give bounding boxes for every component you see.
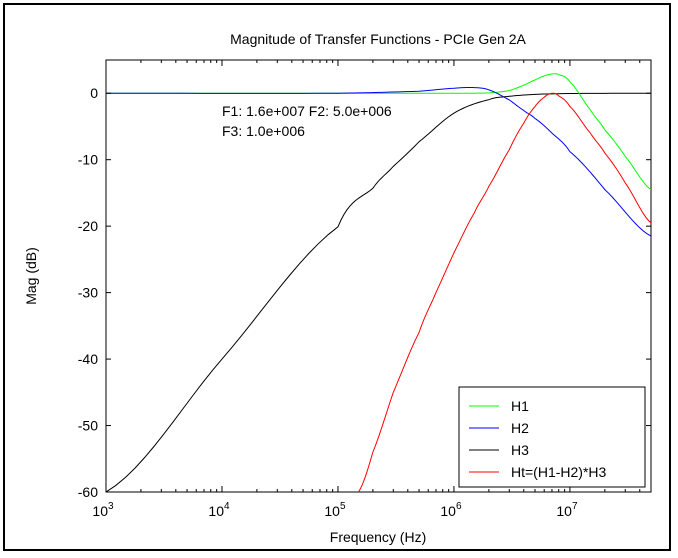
y-tick-label: -40 bbox=[78, 351, 98, 367]
x-tick-label: 105 bbox=[324, 501, 346, 519]
series-line-h2 bbox=[106, 86, 651, 237]
annotation-text: F3: 1.0e+006 bbox=[222, 123, 305, 139]
x-tick-label: 106 bbox=[440, 501, 462, 519]
series-line-h1 bbox=[106, 73, 651, 190]
y-tick-label: -60 bbox=[78, 484, 98, 500]
series-line-ht-h1-h2-h3 bbox=[357, 92, 651, 492]
x-tick-label: 103 bbox=[92, 501, 114, 519]
annotation-text: F1: 1.6e+007 F2: 5.0e+006 bbox=[222, 103, 392, 119]
y-tick-label: -30 bbox=[78, 285, 98, 301]
x-tick-label: 104 bbox=[208, 501, 230, 519]
y-tick-label: 0 bbox=[90, 85, 98, 101]
x-axis-label: Frequency (Hz) bbox=[330, 529, 426, 545]
x-tick-label: 107 bbox=[556, 501, 578, 519]
y-axis-label: Mag (dB) bbox=[23, 247, 39, 305]
legend-label: Ht=(H1-H2)*H3 bbox=[511, 464, 607, 480]
legend-label: H3 bbox=[511, 442, 529, 458]
legend-label: H2 bbox=[511, 420, 529, 436]
y-tick-label: -10 bbox=[78, 152, 98, 168]
legend-label: H1 bbox=[511, 398, 529, 414]
chart-title: Magnitude of Transfer Functions - PCIe G… bbox=[230, 31, 526, 47]
y-tick-label: -20 bbox=[78, 218, 98, 234]
y-tick-label: -50 bbox=[78, 418, 98, 434]
legend-box bbox=[458, 386, 646, 488]
series-line-h3 bbox=[106, 92, 651, 492]
